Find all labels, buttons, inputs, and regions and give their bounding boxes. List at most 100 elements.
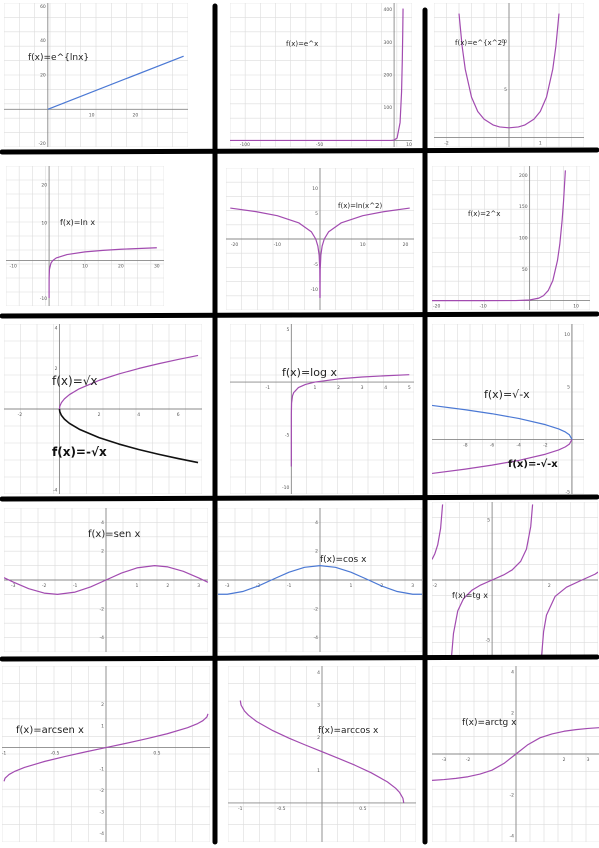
function-label: f(x)=cos x [320,555,367,565]
x-tick-label: -1 [238,806,243,812]
x-tick-label: 3 [587,757,590,763]
x-tick-label: 2 [548,583,551,589]
y-tick-label: -5 [566,489,571,495]
y-tick-label: 4 [315,520,318,526]
horizontal-divider [0,147,599,155]
x-tick-label: 30 [154,264,160,270]
grid [432,324,584,494]
function-label: f(x)=√-x [484,388,530,401]
y-tick-label: 2 [101,549,104,555]
horizontal-divider [0,311,599,319]
chart-p12: -2 2 5 -5 f(x)=tg x [432,502,598,658]
y-tick-label: 50 [522,267,528,273]
y-tick-label: 300 [384,40,393,46]
x-tick-label: 20 [403,242,409,248]
series-line-1 [3,713,209,782]
series-line-1 [230,8,404,142]
function-label: f(x)=ln(x^2) [338,202,383,210]
series-line-1 [458,13,560,129]
y-tick-label: -10 [282,485,289,491]
y-tick-label: -2 [100,606,105,612]
x-tick-label: 2 [563,757,566,763]
x-tick-label: -8 [463,442,468,448]
series-line-1 [432,170,566,302]
x-tick-label: 1 [313,385,316,391]
function-label-secondary: f(x)=-√-x [508,458,558,470]
series-line-1 [58,354,199,410]
y-tick-label: 10 [312,186,318,192]
x-tick-label: -4 [516,442,521,448]
chart-p2: -100 -50 10 400 300 200 100 f(x)=e^x [230,3,412,148]
x-tick-label: -6 [490,442,495,448]
x-tick-label: 3 [361,385,364,391]
function-label: f(x)=√x [52,374,98,388]
function-label: f(x)=sen x [88,529,140,540]
y-tick-label: 100 [384,105,393,111]
x-tick-label: 1 [539,140,542,146]
series-line-1 [4,565,208,595]
y-tick-label: 5 [487,518,490,524]
y-tick-label: -10 [40,296,47,302]
series-line-2 [319,207,410,298]
function-label: f(x)=2^x [468,210,500,218]
y-tick-label: 5 [504,87,507,93]
chart-p13: -1 -0.5 0.5 2 1 -1 -2 -3 -4 f(x)=arcsen x [2,666,210,842]
x-tick-label: -2 [433,583,438,589]
y-tick-label: -2 [314,606,319,612]
y-tick-label: 4 [511,670,514,676]
chart-p14: -1 -0.5 0.5 4 3 2 1 f(x)=arccos x [228,666,416,842]
y-tick-label: 4 [317,670,320,676]
x-tick-label: 20 [118,264,124,270]
x-tick-label: 2 [166,583,169,589]
y-tick-label: 200 [519,173,528,179]
function-label: f(x)=e^x [286,40,318,48]
x-tick-label: -20 [433,304,440,310]
x-tick-label: -10 [274,242,281,248]
grid [4,3,188,147]
x-tick-label: -0.5 [277,806,286,812]
chart-p7: -2 2 4 6 4 2 -2 -4 f(x)=√x f(x)=-√x [4,324,202,494]
x-tick-label: 10 [89,112,95,118]
x-tick-label: -2 [543,442,548,448]
chart-p5: -20 -10 10 20 10 5 -5 -10 f(x)=ln(x^2) [226,168,414,310]
y-tick-label: 5 [286,327,289,333]
x-tick-label: -100 [240,142,250,148]
x-tick-label: 2 [337,385,340,391]
series-line-1 [48,247,157,299]
chart-p10: -3 -2 -1 1 2 3 4 2 -2 -4 f(x)=sen x [4,508,208,652]
x-tick-label: 4 [137,412,140,418]
series-line-1 [432,504,444,560]
y-tick-label: 4 [101,520,104,526]
x-tick-label: 3 [411,583,414,589]
series-line-2 [451,504,534,656]
y-tick-label: 100 [519,236,528,242]
x-tick-label: 10 [573,304,579,310]
x-tick-label: 1 [349,583,352,589]
y-tick-label: 400 [384,7,393,13]
panel-dividers [0,3,599,845]
x-tick-label: -1 [265,385,270,391]
x-tick-label: 0.5 [153,751,160,757]
y-tick-label: 10 [501,39,507,45]
y-tick-label: -1 [100,767,105,773]
x-tick-label: -1 [73,583,78,589]
x-tick-label: -3 [442,757,447,763]
chart-p6: -20 -10 10 200 150 100 50 f(x)=2^x [432,166,590,310]
x-tick-label: 2 [98,412,101,418]
x-tick-label: 0.5 [359,806,366,812]
y-tick-label: 2 [101,702,104,708]
y-tick-label: -20 [38,141,45,147]
y-tick-label: -5 [486,638,491,644]
x-tick-label: -1 [287,583,292,589]
y-tick-label: -2 [100,788,105,794]
function-label: f(x)=tg x [452,591,488,600]
x-tick-label: 6 [177,412,180,418]
x-tick-label: -3 [11,583,16,589]
y-tick-label: -5 [285,432,290,438]
series-line-1 [230,207,321,298]
grid [230,3,412,147]
series-line-2 [432,439,573,475]
function-label: f(x)=e^{x^2} [455,39,506,47]
x-tick-label: 10 [406,142,412,148]
